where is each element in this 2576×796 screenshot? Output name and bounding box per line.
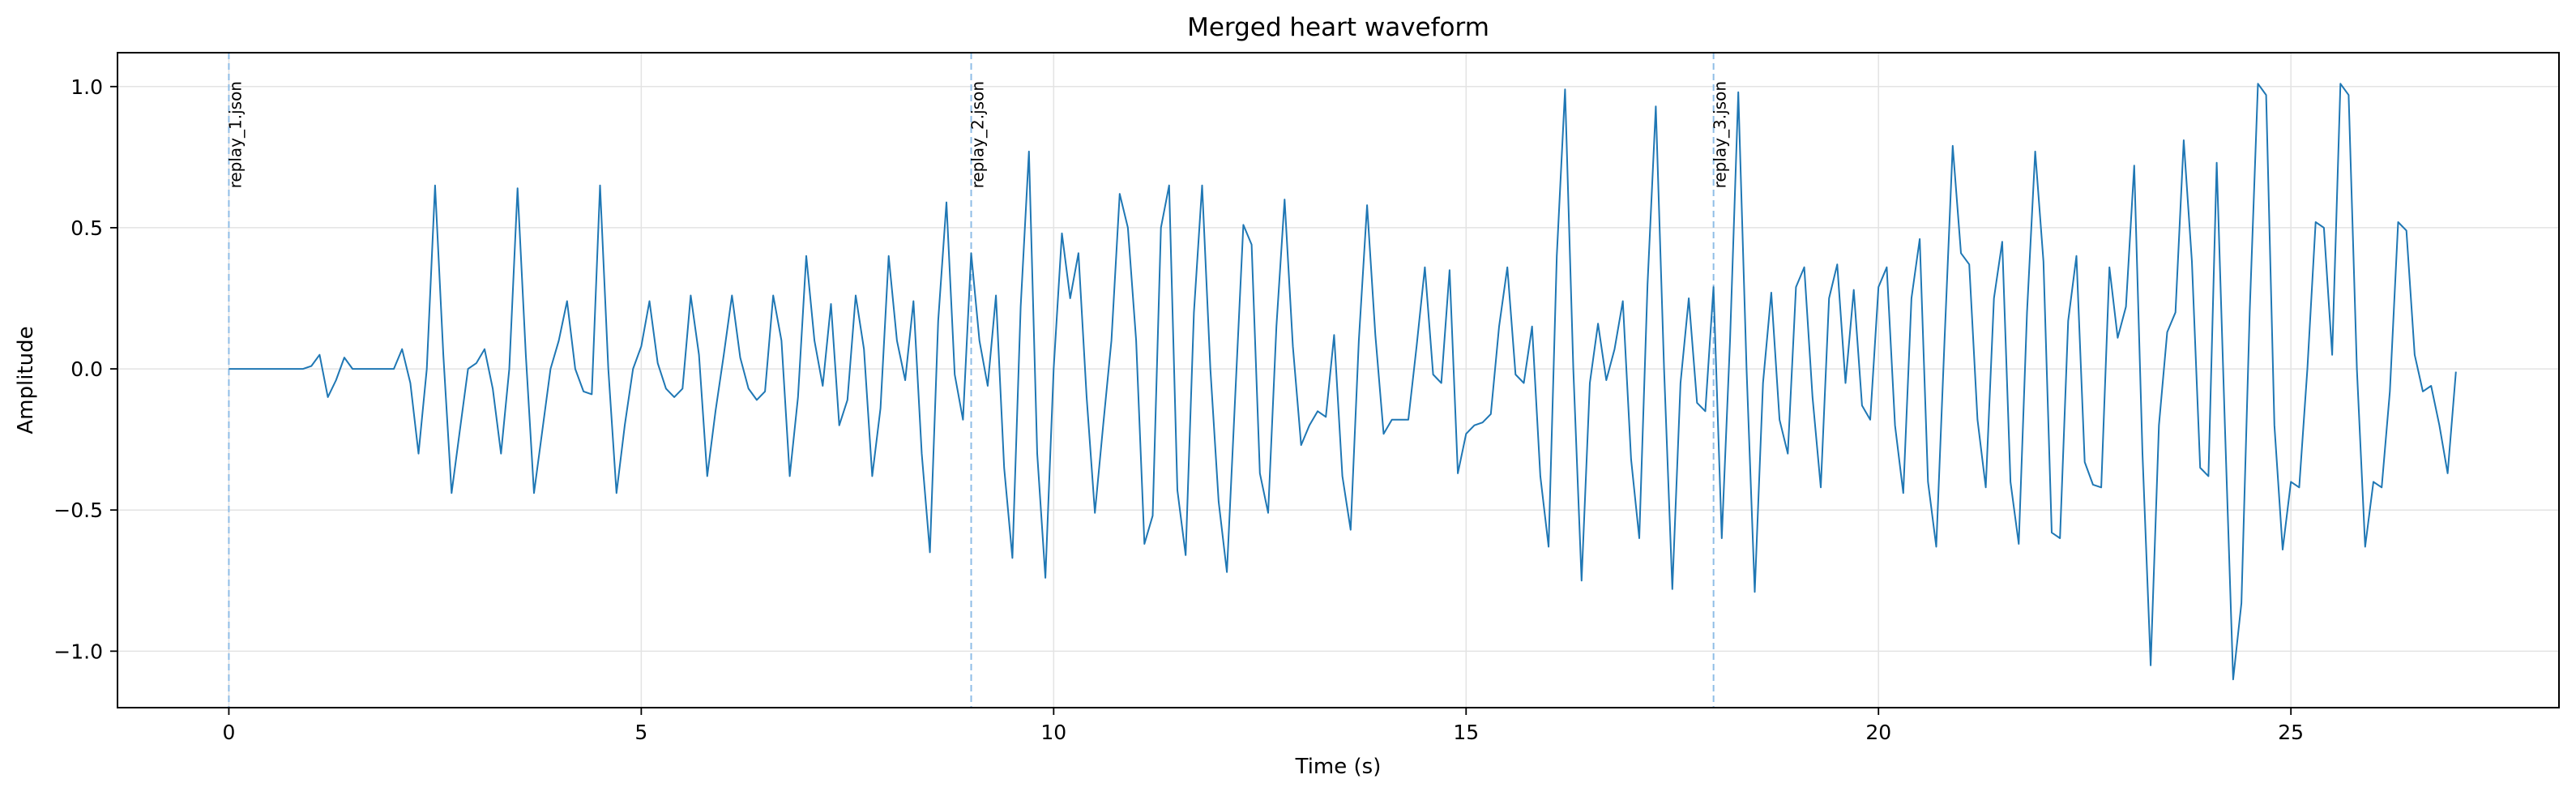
y-tick-label: 0.0 [70,357,103,381]
x-axis-label: Time (s) [1295,755,1382,779]
y-tick-label: 0.5 [70,216,103,240]
y-axis-label: Amplitude [14,326,38,434]
series-line [229,83,2457,681]
x-axis-ticks: 0 5 10 15 20 25 [222,708,2304,744]
file-marker-label-2: replay_2.json [968,81,988,188]
grid [117,53,2559,708]
x-tick-label: 20 [1865,721,1891,744]
y-tick-label: −1.0 [53,640,103,663]
x-tick-label: 10 [1040,721,1066,744]
x-tick-label: 5 [634,721,647,744]
x-tick-label: 15 [1453,721,1479,744]
y-tick-label: −0.5 [53,499,103,522]
x-tick-label: 25 [2278,721,2304,744]
y-axis-ticks: −1.0 −0.5 0.0 0.5 1.0 [53,75,117,663]
chart-title: Merged heart waveform [1187,13,1489,42]
file-markers: replay_1.json replay_2.json replay_3.json [225,53,1730,708]
plot-frame [117,52,2560,708]
y-tick-label: 1.0 [70,75,103,99]
file-marker-label-3: replay_3.json [1711,81,1730,188]
x-tick-label: 0 [222,721,235,744]
file-marker-label-1: replay_1.json [225,81,245,188]
